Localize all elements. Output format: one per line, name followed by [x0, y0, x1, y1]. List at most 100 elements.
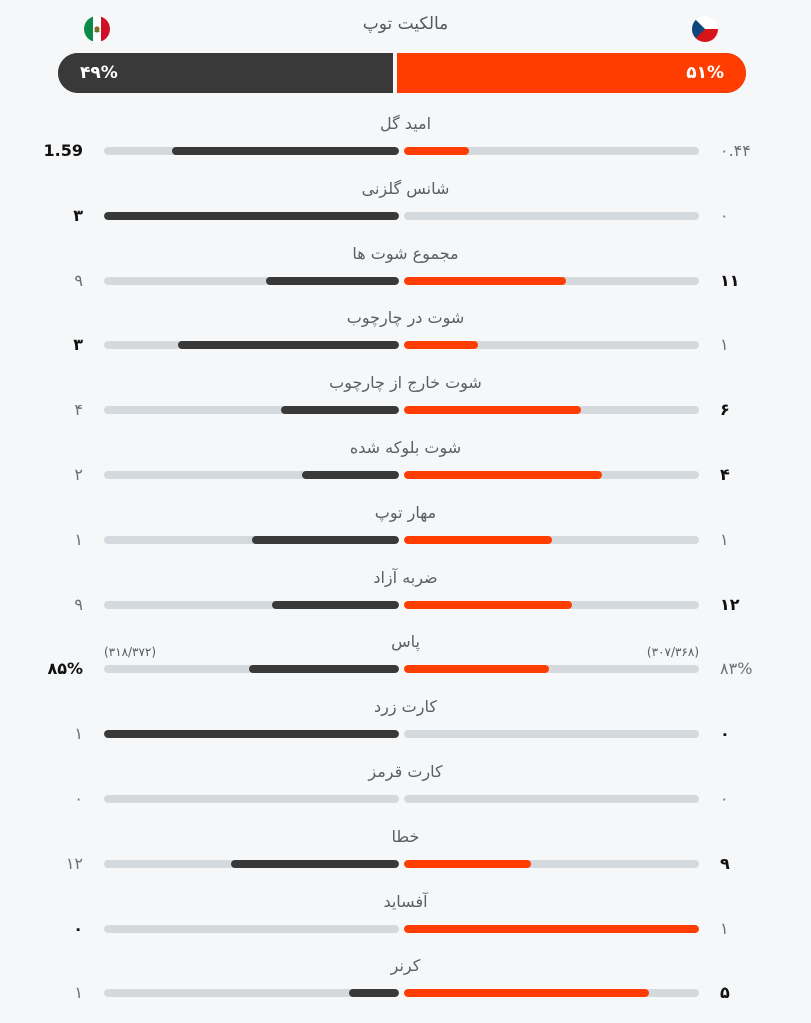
- stat-row: شوت بلوکه شده ۲ ۴: [0, 438, 811, 494]
- stat-right-track: [404, 730, 699, 738]
- stat-left-bar: [348, 989, 399, 997]
- stat-left-value: ۰: [74, 789, 83, 808]
- stat-left-track: [104, 147, 399, 155]
- possession-right-fill: [395, 53, 746, 93]
- stat-right-value: ۱: [720, 335, 729, 354]
- stat-left-track: [104, 665, 399, 673]
- stat-left-value: ۱۲: [65, 854, 83, 873]
- stat-right-value: ۰.۴۴: [720, 141, 751, 160]
- stat-row: ضربه آزاد ۹ ۱۲: [0, 568, 811, 624]
- stat-right-bar: [404, 341, 478, 349]
- stat-left-bar: [177, 341, 399, 349]
- stat-right-value: ۶: [720, 400, 730, 419]
- stat-left-bar: [104, 730, 399, 738]
- stat-label: آفساید: [383, 892, 428, 911]
- stat-right-bar: [404, 277, 567, 285]
- stat-left-track: [104, 536, 399, 544]
- stat-right-value: ۸۳%: [720, 659, 753, 678]
- mexico-flag-icon: [84, 16, 110, 42]
- stat-right-bar: [404, 601, 573, 609]
- stat-right-bar: [404, 471, 602, 479]
- stat-right-track: [404, 665, 699, 673]
- stat-left-track: [104, 925, 399, 933]
- stat-label: مجموع شوت ها: [352, 244, 459, 263]
- stat-row: آفساید ۰ ۱: [0, 892, 811, 948]
- stat-right-value: ۰: [720, 724, 730, 743]
- possession-divider: [393, 53, 397, 93]
- stat-left-value: ۲: [74, 465, 83, 484]
- stat-row: شوت خارج از چارچوب ۴ ۶: [0, 373, 811, 429]
- stat-left-track: [104, 860, 399, 868]
- stat-left-bar: [248, 665, 399, 673]
- stat-right-bar: [404, 860, 531, 868]
- stat-left-bar: [230, 860, 399, 868]
- stat-label: مهار توپ: [374, 503, 437, 522]
- stat-label: کارت زرد: [374, 697, 437, 716]
- stat-right-value: ۵: [720, 983, 730, 1002]
- stat-right-value: ۱۲: [720, 595, 740, 614]
- stat-left-value: ۱: [74, 530, 83, 549]
- stat-right-value: ۱۱: [720, 271, 740, 290]
- stat-row: امید گل 1.59 ۰.۴۴: [0, 114, 811, 170]
- possession-right-value: ۵۱%: [686, 63, 724, 83]
- stat-left-track: [104, 341, 399, 349]
- stat-row: شانس گلزنی ۳ ۰: [0, 179, 811, 235]
- stat-right-bar: [404, 536, 552, 544]
- stat-right-bar: [404, 989, 649, 997]
- stat-row: کارت قرمز ۰ ۰: [0, 762, 811, 818]
- stat-row: کارت زرد ۱ ۰: [0, 697, 811, 753]
- stat-left-bar: [301, 471, 399, 479]
- stat-left-bar: [272, 601, 399, 609]
- stat-left-track: [104, 730, 399, 738]
- stat-label: امید گل: [379, 114, 432, 133]
- stat-label: کرنر: [390, 956, 421, 975]
- stat-right-value: ۱: [720, 919, 729, 938]
- stat-label: خطا: [391, 827, 420, 846]
- stat-left-value: ۹: [74, 595, 83, 614]
- stat-label: شانس گلزنی: [361, 179, 450, 198]
- stat-left-track: [104, 212, 399, 220]
- stat-left-value: ۳: [73, 206, 83, 225]
- possession-left-value: ۴۹%: [80, 63, 118, 83]
- stat-right-bar: [404, 147, 469, 155]
- stat-right-track: [404, 795, 699, 803]
- stat-right-value: ۹: [720, 854, 730, 873]
- stat-sub-left: (۳۱۸/۳۷۲): [104, 645, 157, 659]
- stat-right-bar: [404, 406, 581, 414]
- stat-left-value: ۸۵%: [47, 659, 83, 678]
- stat-left-track: [104, 277, 399, 285]
- stat-label: ضربه آزاد: [373, 568, 438, 587]
- stat-left-track: [104, 406, 399, 414]
- stat-left-value: ۰: [73, 919, 83, 938]
- stat-row: مهار توپ ۱ ۱: [0, 503, 811, 559]
- stat-label: کارت قرمز: [368, 762, 443, 781]
- stat-right-bar: [404, 925, 699, 933]
- stat-right-value: ۰: [720, 206, 729, 225]
- stat-left-value: ۱: [74, 724, 83, 743]
- stat-left-value: ۹: [74, 271, 83, 290]
- stat-row: کرنر ۱ ۵: [0, 956, 811, 1012]
- stat-left-value: ۳: [73, 335, 83, 354]
- stat-left-track: [104, 989, 399, 997]
- stat-left-bar: [281, 406, 399, 414]
- stat-right-track: [404, 212, 699, 220]
- possession-left-fill: [58, 53, 395, 93]
- stat-label: شوت بلوکه شده: [349, 438, 462, 457]
- stat-row: پاس (۳۱۸/۳۷۲) (۳۰۷/۳۶۸) ۸۵% ۸۳%: [0, 632, 811, 688]
- stat-right-bar: [404, 665, 549, 673]
- stat-left-bar: [266, 277, 399, 285]
- stat-label: پاس: [391, 632, 420, 651]
- stat-left-value: ۱: [74, 983, 83, 1002]
- czech-flag-icon: [692, 16, 718, 42]
- stat-row: شوت در چارچوب ۳ ۱: [0, 308, 811, 364]
- stat-right-value: ۱: [720, 530, 729, 549]
- stat-right-value: ۴: [720, 465, 730, 484]
- stat-left-track: [104, 601, 399, 609]
- stat-left-value: ۴: [74, 400, 83, 419]
- stat-right-track: [404, 277, 699, 285]
- stat-left-value: 1.59: [43, 141, 83, 160]
- stat-right-track: [404, 536, 699, 544]
- stat-sub-right: (۳۰۷/۳۶۸): [646, 645, 699, 659]
- stat-left-bar: [104, 212, 399, 220]
